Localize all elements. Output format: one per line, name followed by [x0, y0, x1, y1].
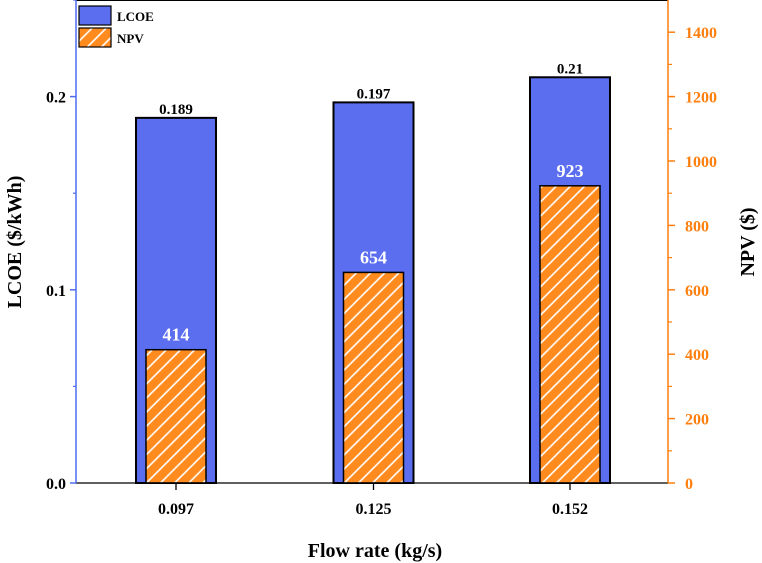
tick-label-x: 0.152 [552, 501, 588, 518]
tick-label-left: 0.1 [46, 283, 66, 300]
data-label-npv-0.125: 654 [360, 247, 387, 267]
legend: LCOE NPV [78, 5, 154, 48]
tick-label-x: 0.125 [356, 501, 392, 518]
tick-label-right: 0 [685, 476, 693, 493]
legend-label-npv: NPV [117, 31, 144, 46]
legend-swatch-lcoe [78, 5, 112, 26]
ticks-left: 0.0 0.1 0.2 [46, 0, 76, 493]
data-label-lcoe-0.097: 0.189 [159, 102, 193, 118]
tick-label-right: 600 [685, 283, 709, 300]
tick-label-right: 1400 [685, 25, 717, 42]
y-axis-right-title: NPV ($) [737, 207, 759, 276]
tick-label-right: 1000 [685, 154, 717, 171]
data-label-lcoe-0.125: 0.197 [357, 86, 391, 102]
legend-swatch-npv [78, 27, 112, 48]
tick-label-x: 0.097 [158, 501, 194, 518]
tick-label-right: 1200 [685, 90, 717, 107]
y-axis-left-title: LCOE ($/kWh) [4, 176, 26, 309]
bar-npv-0.152 [539, 185, 601, 484]
legend-label-lcoe: LCOE [117, 9, 154, 24]
ticks-right: 0 200 400 600 800 1000 1200 1400 [668, 25, 717, 493]
bars [135, 76, 611, 485]
bar-npv-0.125 [342, 271, 405, 484]
tick-label-right: 800 [685, 218, 709, 235]
tick-label-left: 0.0 [46, 476, 66, 493]
tick-label-right: 400 [685, 347, 709, 364]
data-label-lcoe-0.152: 0.21 [557, 61, 583, 77]
bar-npv-0.097 [145, 348, 207, 484]
data-label-npv-0.097: 414 [163, 325, 190, 345]
ticks-x: 0.097 0.125 0.152 [158, 483, 588, 518]
data-labels: 0.189 414 0.197 654 0.21 923 [159, 61, 583, 344]
tick-label-left: 0.2 [46, 90, 66, 107]
data-label-npv-0.152: 923 [557, 161, 584, 181]
plot-frame [75, 0, 669, 484]
x-axis-title: Flow rate (kg/s) [308, 540, 442, 562]
tick-label-right: 200 [685, 412, 709, 429]
